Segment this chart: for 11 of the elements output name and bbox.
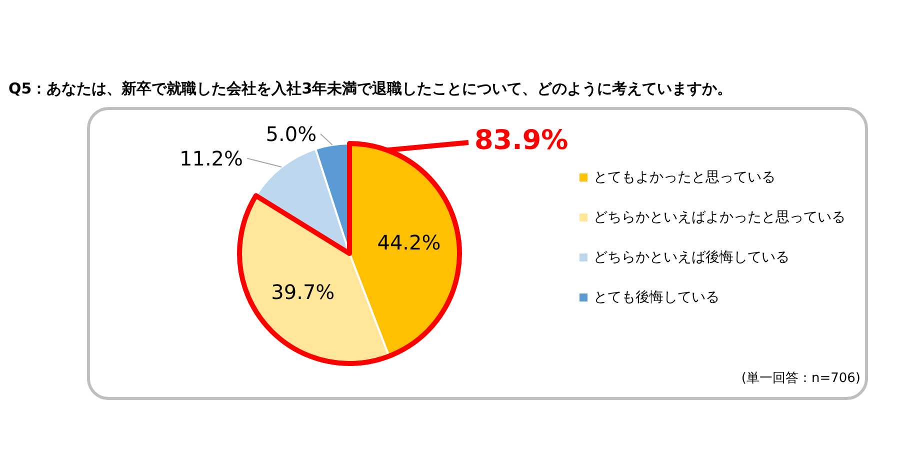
- data-label: 11.2%: [180, 146, 244, 170]
- chart-title: Q5：あなたは、新卒で就職した会社を入社3年未満で退職したことについて、どのように考えていますか。: [8, 80, 732, 98]
- data-label: 5.0%: [266, 122, 317, 146]
- legend-label: どちらかといえば後悔している: [594, 250, 790, 266]
- data-label: 44.2%: [377, 230, 441, 254]
- legend-label: とてもよかったと思っている: [594, 170, 776, 186]
- text: (単一回答：n=706): [741, 371, 861, 386]
- legend-label: とても後悔している: [594, 290, 720, 306]
- legend-label: どちらかといえばよかったと思っている: [594, 210, 846, 226]
- text: 83.9%: [474, 125, 568, 156]
- data-label: 39.7%: [271, 280, 335, 304]
